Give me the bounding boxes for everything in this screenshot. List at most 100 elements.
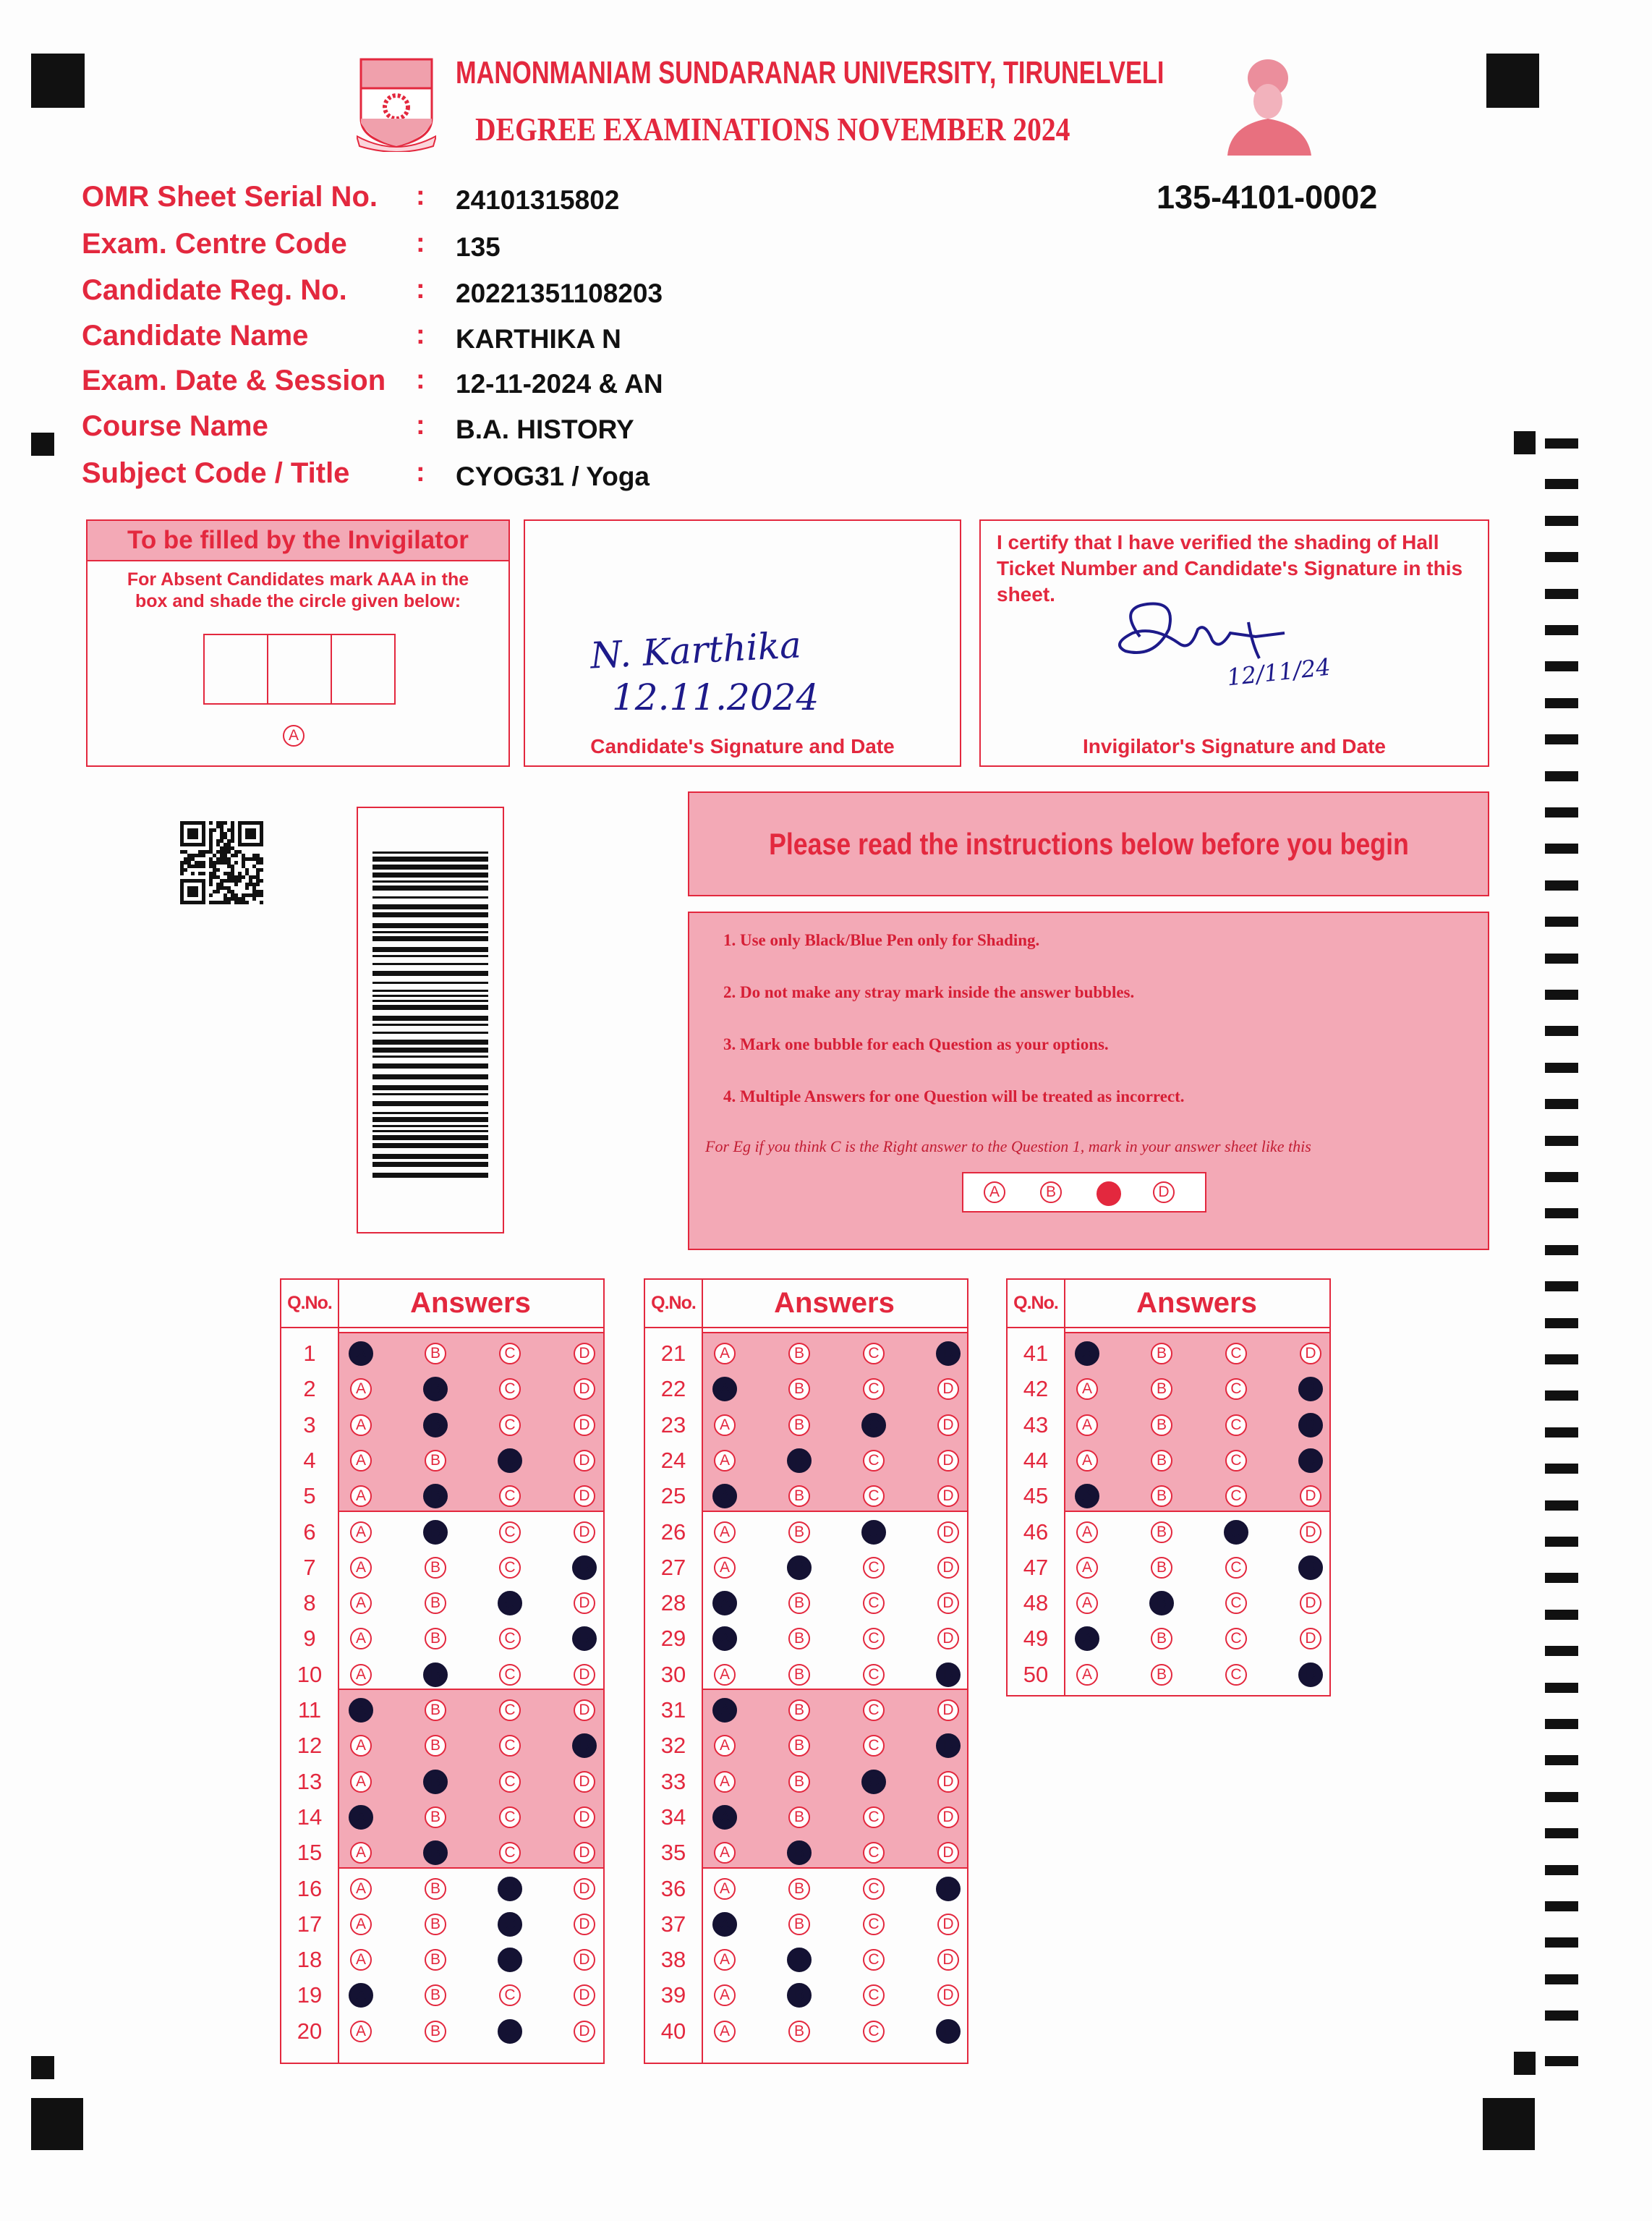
bubble-q44-b[interactable]: B — [1151, 1449, 1172, 1472]
bubble-q9-a[interactable]: A — [350, 1628, 372, 1650]
bubble-q31-c[interactable]: C — [863, 1699, 885, 1721]
bubble-q17-c[interactable]: C — [498, 1911, 522, 1937]
absent-mark-boxes[interactable] — [203, 634, 396, 705]
bubble-q46-d[interactable]: D — [1300, 1521, 1321, 1543]
bubble-q36-b[interactable]: B — [788, 1877, 810, 1900]
bubble-q38-b[interactable]: B — [787, 1948, 812, 1973]
bubble-q8-a[interactable]: A — [350, 1592, 372, 1615]
absent-box-2[interactable] — [268, 634, 332, 705]
bubble-q19-c[interactable]: C — [499, 1984, 521, 2007]
bubble-q23-a[interactable]: A — [714, 1414, 736, 1436]
bubble-q25-c[interactable]: C — [863, 1485, 885, 1508]
bubble-q46-a[interactable]: A — [1076, 1521, 1098, 1543]
bubble-q8-c[interactable]: C — [498, 1591, 522, 1616]
bubble-q21-d[interactable]: D — [936, 1341, 961, 1366]
bubble-q1-c[interactable]: C — [499, 1343, 521, 1364]
bubble-q20-d[interactable]: D — [574, 2020, 595, 2042]
bubble-q27-c[interactable]: C — [863, 1556, 885, 1579]
bubble-q24-d[interactable]: D — [937, 1449, 959, 1472]
bubble-q48-b[interactable]: B — [1149, 1591, 1174, 1616]
bubble-q24-b[interactable]: B — [787, 1448, 812, 1473]
bubble-q24-a[interactable]: A — [714, 1449, 736, 1472]
bubble-q36-d[interactable]: D — [936, 1876, 961, 1901]
bubble-q10-a[interactable]: A — [350, 1663, 372, 1686]
bubble-q10-d[interactable]: D — [574, 1663, 595, 1686]
bubble-q43-c[interactable]: C — [1225, 1414, 1247, 1436]
absent-bubble[interactable]: A — [283, 725, 305, 747]
bubble-q30-d[interactable]: D — [936, 1662, 961, 1687]
bubble-q50-b[interactable]: B — [1151, 1663, 1172, 1686]
bubble-q31-b[interactable]: B — [788, 1699, 810, 1721]
bubble-q3-a[interactable]: A — [350, 1414, 372, 1436]
bubble-q26-a[interactable]: A — [714, 1521, 736, 1543]
bubble-q20-a[interactable]: A — [350, 2020, 372, 2042]
bubble-q47-b[interactable]: B — [1151, 1556, 1172, 1579]
bubble-q2-a[interactable]: A — [350, 1378, 372, 1401]
bubble-q2-b[interactable]: B — [423, 1377, 448, 1402]
bubble-q36-c[interactable]: C — [863, 1877, 885, 1900]
bubble-q35-b[interactable]: B — [787, 1840, 812, 1866]
bubble-q47-d[interactable]: D — [1298, 1555, 1323, 1580]
bubble-q11-d[interactable]: D — [574, 1699, 595, 1721]
bubble-q19-b[interactable]: B — [425, 1984, 446, 2007]
bubble-q25-b[interactable]: B — [788, 1485, 810, 1508]
bubble-q26-b[interactable]: B — [788, 1521, 810, 1543]
bubble-q23-d[interactable]: D — [937, 1414, 959, 1436]
bubble-q49-d[interactable]: D — [1300, 1628, 1321, 1650]
bubble-q41-b[interactable]: B — [1151, 1343, 1172, 1364]
bubble-q35-c[interactable]: C — [863, 1842, 885, 1864]
bubble-q13-d[interactable]: D — [574, 1770, 595, 1793]
bubble-q22-b[interactable]: B — [788, 1378, 810, 1401]
bubble-q37-a[interactable]: A — [712, 1911, 737, 1937]
bubble-q6-b[interactable]: B — [423, 1519, 448, 1545]
bubble-q6-c[interactable]: C — [499, 1521, 521, 1543]
bubble-q8-d[interactable]: D — [574, 1592, 595, 1615]
bubble-q43-a[interactable]: A — [1076, 1414, 1098, 1436]
bubble-q20-c[interactable]: C — [498, 2018, 522, 2044]
bubble-q47-a[interactable]: A — [1076, 1556, 1098, 1579]
bubble-q29-c[interactable]: C — [863, 1628, 885, 1650]
bubble-q37-d[interactable]: D — [937, 1913, 959, 1935]
bubble-q44-a[interactable]: A — [1076, 1449, 1098, 1472]
bubble-q4-b[interactable]: B — [425, 1449, 446, 1472]
bubble-q3-b[interactable]: B — [423, 1412, 448, 1438]
bubble-q23-b[interactable]: B — [788, 1414, 810, 1436]
bubble-q35-a[interactable]: A — [714, 1842, 736, 1864]
bubble-q28-a[interactable]: A — [712, 1591, 737, 1616]
bubble-q9-b[interactable]: B — [425, 1628, 446, 1650]
bubble-q1-d[interactable]: D — [574, 1343, 595, 1364]
bubble-q30-b[interactable]: B — [788, 1663, 810, 1686]
bubble-q43-b[interactable]: B — [1151, 1414, 1172, 1436]
bubble-q49-b[interactable]: B — [1151, 1628, 1172, 1650]
bubble-q14-a[interactable]: A — [349, 1804, 373, 1830]
bubble-q32-a[interactable]: A — [714, 1735, 736, 1757]
bubble-q47-c[interactable]: C — [1225, 1556, 1247, 1579]
bubble-q28-b[interactable]: B — [788, 1592, 810, 1615]
bubble-q30-c[interactable]: C — [863, 1663, 885, 1686]
bubble-q36-a[interactable]: A — [714, 1877, 736, 1900]
bubble-q45-d[interactable]: D — [1300, 1485, 1321, 1508]
bubble-q27-a[interactable]: A — [714, 1556, 736, 1579]
bubble-q29-d[interactable]: D — [937, 1628, 959, 1650]
bubble-q48-a[interactable]: A — [1076, 1592, 1098, 1615]
bubble-q18-d[interactable]: D — [574, 1949, 595, 1971]
bubble-q39-a[interactable]: A — [714, 1984, 736, 2007]
absent-box-1[interactable] — [203, 634, 268, 705]
bubble-q24-c[interactable]: C — [863, 1449, 885, 1472]
bubble-q5-b[interactable]: B — [423, 1484, 448, 1509]
bubble-q16-c[interactable]: C — [498, 1876, 522, 1901]
bubble-q4-d[interactable]: D — [574, 1449, 595, 1472]
bubble-q16-a[interactable]: A — [350, 1877, 372, 1900]
bubble-q50-a[interactable]: A — [1076, 1663, 1098, 1686]
bubble-q5-c[interactable]: C — [499, 1485, 521, 1508]
bubble-q6-d[interactable]: D — [574, 1521, 595, 1543]
bubble-q1-a[interactable]: A — [349, 1341, 373, 1366]
bubble-q15-a[interactable]: A — [350, 1842, 372, 1864]
bubble-q11-c[interactable]: C — [499, 1699, 521, 1721]
bubble-q37-b[interactable]: B — [788, 1913, 810, 1935]
bubble-q27-d[interactable]: D — [937, 1556, 959, 1579]
bubble-q15-d[interactable]: D — [574, 1842, 595, 1864]
bubble-q18-c[interactable]: C — [498, 1948, 522, 1973]
bubble-q22-c[interactable]: C — [863, 1378, 885, 1401]
bubble-q38-d[interactable]: D — [937, 1949, 959, 1971]
